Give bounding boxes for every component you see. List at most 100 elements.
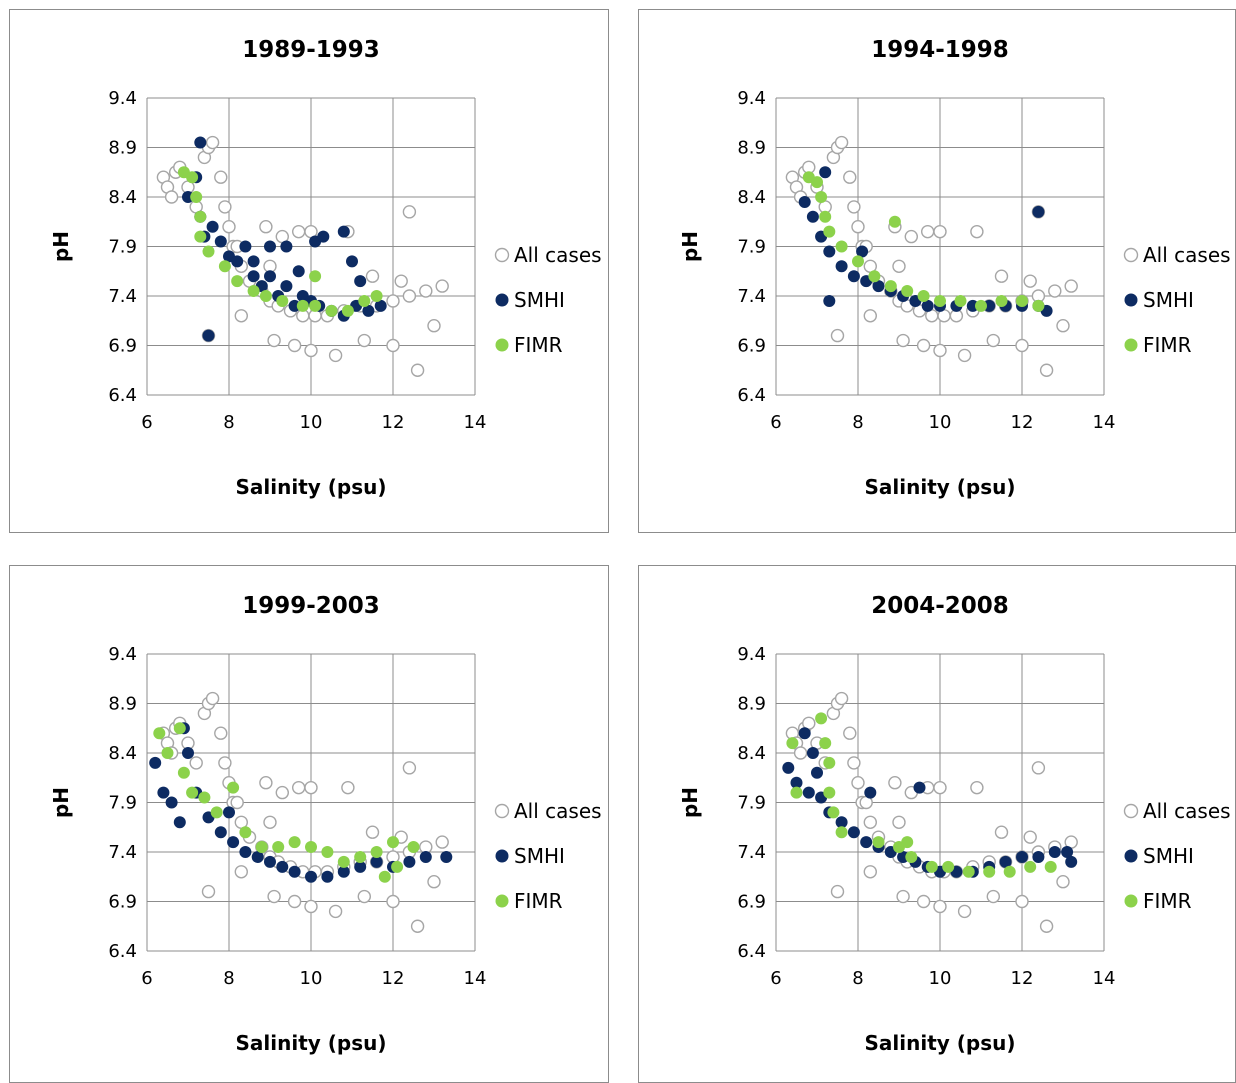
chart-panel-1989-1993: 1989-1993 6 8 10 12 14 6.4 6.9 7.4 7.9 8.4 8.9 9.4 Sa… <box>9 9 609 533</box>
legend-label: FIMR <box>1143 889 1192 913</box>
y-axis-label: pH <box>678 787 702 818</box>
data-point <box>440 850 453 863</box>
data-point <box>435 835 449 849</box>
data-point <box>239 826 252 839</box>
data-point <box>1048 284 1062 298</box>
chart-panel-1999-2003: 1999-2003 6 8 10 12 14 6.4 6.9 7.4 7.9 8.4 8.9 9.4 Sa… <box>9 565 609 1083</box>
data-point <box>1065 855 1078 868</box>
x-tick-label: 10 <box>300 412 323 433</box>
data-point <box>860 836 873 849</box>
legend-label: FIMR <box>1143 333 1192 357</box>
y-tick-label: 6.4 <box>108 941 137 962</box>
chart-title: 1999-2003 <box>242 593 380 619</box>
x-tick-label: 6 <box>141 968 152 989</box>
y-tick-label: 6.9 <box>737 892 766 913</box>
data-point <box>287 894 302 909</box>
legend-marker <box>1124 338 1138 352</box>
data-point <box>815 712 828 725</box>
x-tick-label: 14 <box>464 968 487 989</box>
data-point <box>328 348 343 363</box>
data-point <box>186 786 199 799</box>
data-point <box>198 791 211 804</box>
data-point <box>916 894 931 909</box>
data-point <box>153 727 166 740</box>
data-point <box>933 780 947 795</box>
data-point <box>386 894 400 909</box>
data-point <box>427 875 441 889</box>
y-tick-label: 7.4 <box>108 842 137 863</box>
data-point <box>835 260 848 273</box>
data-point <box>863 815 878 829</box>
y-tick-label: 9.4 <box>737 644 766 665</box>
data-point <box>806 747 819 759</box>
data-point <box>259 775 273 790</box>
x-tick-label: 10 <box>929 412 952 433</box>
data-point <box>370 290 383 302</box>
data-point <box>182 191 194 203</box>
data-point <box>823 294 836 307</box>
data-point <box>1015 894 1029 909</box>
data-point <box>341 304 354 317</box>
data-point <box>206 220 219 233</box>
legend-label: SMHI <box>514 844 565 868</box>
data-point <box>403 855 416 868</box>
scatter-chart-3: 2004-2008 6 8 10 12 14 6.4 6.9 7.4 7.9 8.4 8.9 9.4 Sa… <box>678 593 1231 1055</box>
legend-label: All cases <box>1143 799 1231 823</box>
data-point <box>346 255 358 268</box>
data-point <box>194 230 207 243</box>
data-point <box>231 255 244 268</box>
data-point <box>815 191 828 203</box>
data-point <box>888 775 902 790</box>
data-point <box>933 343 947 358</box>
data-point <box>410 919 425 933</box>
legend-marker <box>494 803 510 819</box>
series-all-cases <box>156 691 449 933</box>
data-point <box>896 889 910 904</box>
legend-marker <box>1124 293 1138 307</box>
y-tick-label: 8.9 <box>737 694 766 715</box>
data-point <box>337 855 350 868</box>
x-tick-label: 8 <box>223 968 234 989</box>
data-point <box>1056 319 1070 333</box>
data-point <box>354 275 367 288</box>
data-point <box>222 219 236 234</box>
data-point <box>986 889 1000 904</box>
data-point <box>868 270 881 283</box>
data-point <box>272 841 285 854</box>
data-point <box>1031 761 1046 775</box>
data-point <box>247 255 260 268</box>
data-point <box>305 870 317 883</box>
data-point <box>341 780 355 795</box>
data-point <box>407 841 420 854</box>
data-point <box>856 245 869 258</box>
data-point <box>218 756 232 770</box>
data-point <box>263 815 277 829</box>
data-point <box>287 338 302 353</box>
data-point <box>387 836 399 849</box>
data-point <box>1032 205 1045 218</box>
data-point <box>276 860 289 873</box>
data-point <box>1032 299 1045 312</box>
data-point <box>227 836 240 849</box>
data-point <box>202 329 215 342</box>
data-point <box>834 135 849 150</box>
data-point <box>173 722 186 735</box>
legend-marker <box>495 338 509 352</box>
series-fimr <box>177 166 383 317</box>
data-point <box>925 860 938 873</box>
data-point <box>942 860 955 873</box>
data-point <box>1016 294 1028 307</box>
data-point <box>834 691 849 706</box>
x-tick-label: 10 <box>300 968 323 989</box>
data-point <box>365 825 380 839</box>
data-point <box>210 806 223 819</box>
x-tick-label: 8 <box>852 968 863 989</box>
data-point <box>435 279 449 293</box>
series-fimr <box>786 712 1057 878</box>
data-point <box>239 240 252 253</box>
data-point <box>1023 274 1037 288</box>
x-tick-label: 10 <box>929 968 952 989</box>
data-point <box>802 786 815 799</box>
data-point <box>1039 363 1054 377</box>
data-point <box>402 761 417 775</box>
